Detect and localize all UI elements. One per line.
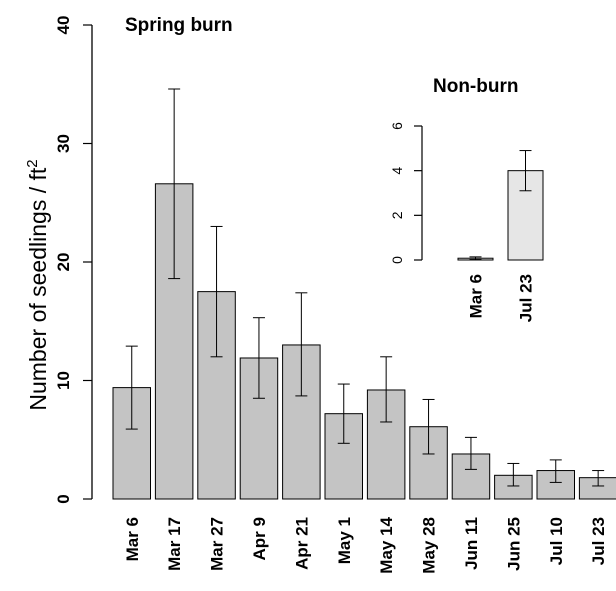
chart-title: Spring burn	[125, 15, 233, 36]
category-label: Jun 11	[462, 517, 481, 570]
inset-y-tick-label: 4	[389, 167, 405, 175]
category-label: May 28	[420, 517, 439, 574]
y-axis-label-text: Number of seedlings / ft	[25, 167, 51, 411]
inset-y-tick-label: 0	[389, 256, 405, 264]
y-tick-label: 20	[54, 253, 73, 272]
inset-bars	[457, 150, 544, 261]
inset-title: Non-burn	[433, 76, 518, 97]
category-label: Jul 10	[547, 517, 566, 565]
y-tick-label: 40	[54, 16, 73, 35]
y-tick-label: 10	[54, 371, 73, 390]
y-tick-label: 0	[54, 494, 73, 503]
category-label: May 14	[377, 516, 396, 573]
inset-category-label: Mar 6	[467, 274, 486, 318]
category-label: Apr 9	[250, 517, 269, 560]
category-label: Jun 25	[504, 517, 523, 571]
y-axis-label-superscript: 2	[24, 159, 41, 167]
category-label: May 1	[335, 517, 354, 564]
y-axis-ticks: 0 10 20 30 40	[54, 16, 92, 504]
category-labels: Mar 6 Mar 17 Mar 27 Apr 9 Apr 21 May 1 May 14 M…	[123, 516, 608, 573]
y-axis-label: Number of seedlings / ft2	[24, 159, 51, 410]
inset-category-label: Jul 23	[517, 274, 536, 322]
non-burn-inset-chart: Non-burn 0 2 4 6 Mar 6 Jul 23	[389, 76, 544, 322]
bar	[409, 426, 448, 500]
y-tick-label: 30	[54, 134, 73, 153]
category-label: Mar 27	[208, 517, 227, 571]
category-label: Mar 6	[123, 517, 142, 561]
inset-y-tick-label: 2	[389, 211, 405, 219]
bars	[112, 88, 616, 500]
inset-y-axis-ticks: 0 2 4 6	[389, 122, 422, 264]
inset-category-labels: Mar 6 Jul 23	[467, 274, 536, 322]
spring-burn-chart: Spring burn Number of seedlings / ft2 01…	[24, 15, 616, 574]
category-label: Apr 21	[292, 517, 311, 570]
category-label: Jul 23	[589, 517, 608, 565]
inset-y-tick-label: 6	[389, 122, 405, 130]
category-label: Mar 17	[165, 517, 184, 571]
